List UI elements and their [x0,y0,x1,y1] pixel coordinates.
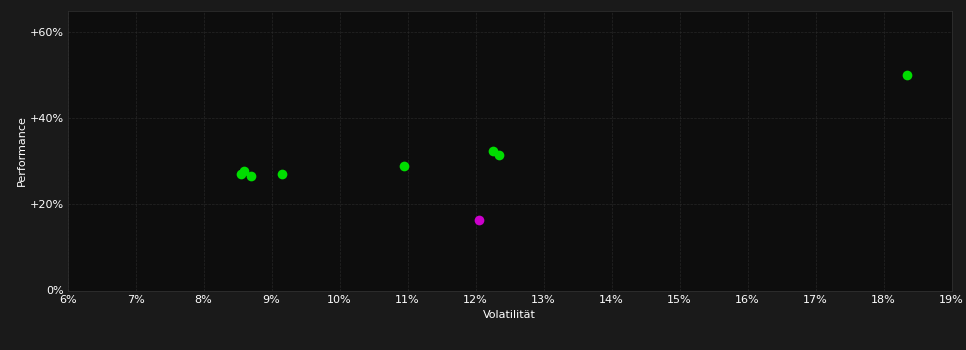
Point [396,163,412,168]
Point [485,148,500,154]
X-axis label: Volatilität: Volatilität [483,310,536,320]
Point [243,174,259,179]
Point [899,72,915,78]
Point [237,168,252,174]
Point [233,172,248,177]
Point [492,152,507,158]
Point [274,172,290,177]
Y-axis label: Performance: Performance [16,115,26,186]
Point [471,217,487,223]
